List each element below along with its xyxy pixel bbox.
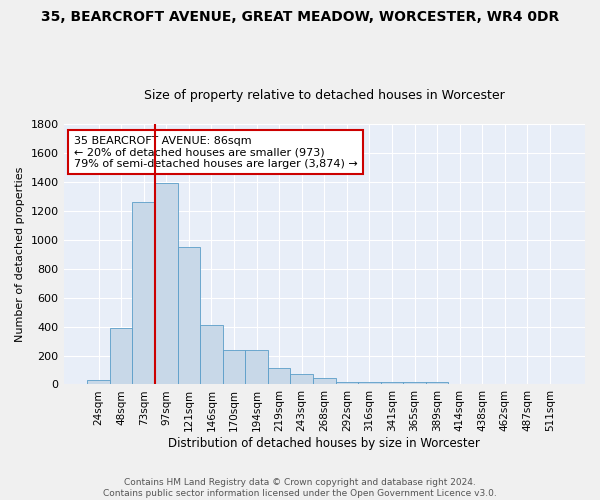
Bar bbox=[133, 202, 155, 384]
Bar bbox=[290, 374, 313, 384]
Bar bbox=[313, 378, 335, 384]
Title: Size of property relative to detached houses in Worcester: Size of property relative to detached ho… bbox=[144, 89, 505, 102]
Text: 35 BEARCROFT AVENUE: 86sqm
← 20% of detached houses are smaller (973)
79% of sem: 35 BEARCROFT AVENUE: 86sqm ← 20% of deta… bbox=[74, 136, 358, 169]
Bar bbox=[335, 382, 358, 384]
Text: 35, BEARCROFT AVENUE, GREAT MEADOW, WORCESTER, WR4 0DR: 35, BEARCROFT AVENUE, GREAT MEADOW, WORC… bbox=[41, 10, 559, 24]
X-axis label: Distribution of detached houses by size in Worcester: Distribution of detached houses by size … bbox=[169, 437, 480, 450]
Bar bbox=[426, 382, 448, 384]
Bar bbox=[381, 382, 403, 384]
Bar bbox=[110, 328, 133, 384]
Y-axis label: Number of detached properties: Number of detached properties bbox=[15, 166, 25, 342]
Bar bbox=[223, 350, 245, 384]
Bar bbox=[87, 380, 110, 384]
Bar bbox=[155, 182, 178, 384]
Bar bbox=[245, 350, 268, 384]
Bar bbox=[403, 382, 426, 384]
Bar bbox=[358, 382, 381, 384]
Bar bbox=[200, 325, 223, 384]
Bar bbox=[178, 247, 200, 384]
Bar bbox=[268, 368, 290, 384]
Text: Contains HM Land Registry data © Crown copyright and database right 2024.
Contai: Contains HM Land Registry data © Crown c… bbox=[103, 478, 497, 498]
